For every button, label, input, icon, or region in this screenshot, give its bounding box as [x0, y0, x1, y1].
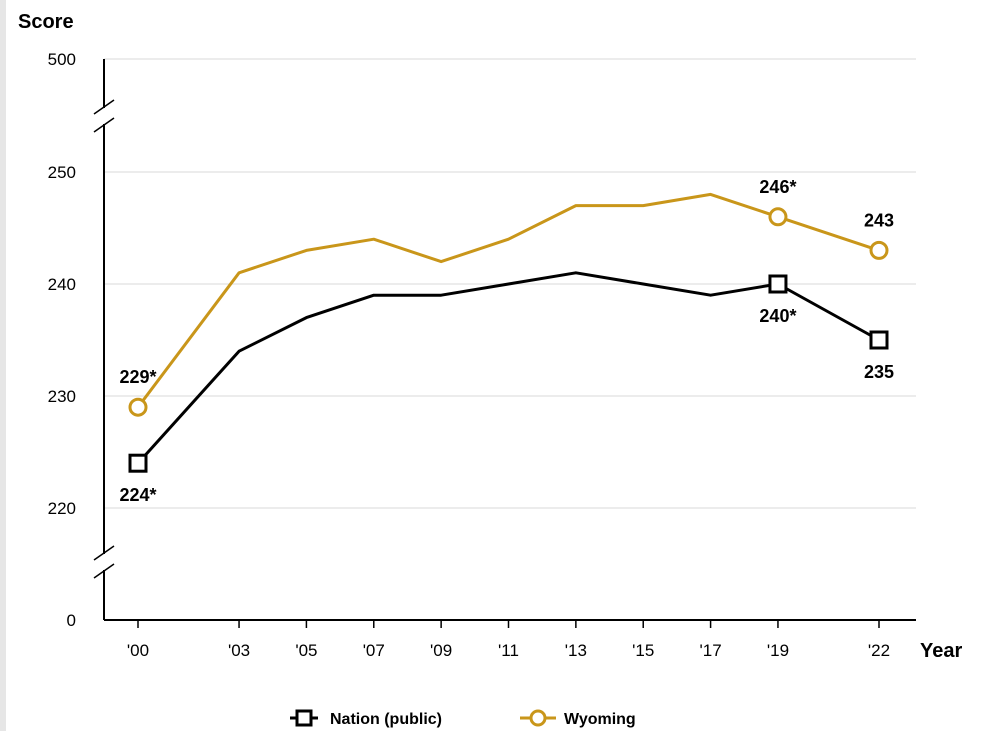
axis-break-mark	[93, 117, 115, 133]
x-tick-label: '22	[868, 641, 890, 660]
axis-break-gap	[96, 108, 112, 124]
x-tick-label: '07	[363, 641, 385, 660]
x-tick-label: '19	[767, 641, 789, 660]
x-tick-label: '15	[632, 641, 654, 660]
series-line-nation	[136, 271, 880, 465]
axis-break-mark	[93, 563, 115, 579]
data-point-square	[128, 453, 148, 473]
data-labels: 224* 240* 235 229* 246* 243	[119, 177, 894, 505]
x-tick-label: '09	[430, 641, 452, 660]
data-label: 246*	[759, 177, 796, 197]
y-tick-label: 0	[67, 611, 76, 630]
axes: 0 220 230 240 250 500 '00 '03 '05 '07 '09 '11 '13 '15…	[18, 11, 962, 662]
x-tick-label: '13	[565, 641, 587, 660]
y-tick-label: 220	[48, 499, 76, 518]
series-lines	[136, 192, 880, 465]
y-tick-label: 240	[48, 275, 76, 294]
legend: Nation (public) Wyoming	[290, 709, 636, 728]
data-label: 243	[864, 210, 894, 230]
axis-break-mark	[93, 545, 115, 561]
y-tick-label: 500	[48, 50, 76, 69]
data-label: 235	[864, 362, 894, 382]
data-point-square	[768, 274, 788, 294]
legend-square-icon	[295, 709, 313, 727]
data-label: 240*	[759, 306, 796, 326]
series-markers	[128, 207, 889, 473]
legend-label-wyoming: Wyoming	[564, 711, 636, 728]
y-tick-label: 230	[48, 387, 76, 406]
legend-label-nation: Nation (public)	[330, 711, 442, 728]
axis-break-mark	[93, 99, 115, 115]
x-axis-title: Year	[920, 640, 962, 662]
left-edge-strip	[0, 0, 6, 731]
x-tick-label: '03	[228, 641, 250, 660]
data-point-square	[869, 330, 889, 350]
data-label: 229*	[119, 367, 156, 387]
y-axis-title: Score	[18, 11, 74, 33]
axis-break-gap	[96, 554, 112, 570]
legend-circle-icon	[529, 709, 547, 727]
data-label: 224*	[119, 485, 156, 505]
x-tick-label: '00	[127, 641, 149, 660]
series-line-wyoming	[136, 192, 880, 409]
data-point-circle	[128, 397, 148, 417]
x-tick-label: '11	[498, 641, 519, 660]
y-tick-label: 250	[48, 163, 76, 182]
x-tick-label: '05	[295, 641, 317, 660]
data-point-circle	[869, 240, 889, 260]
x-tick-label: '17	[700, 641, 722, 660]
data-point-circle	[768, 207, 788, 227]
